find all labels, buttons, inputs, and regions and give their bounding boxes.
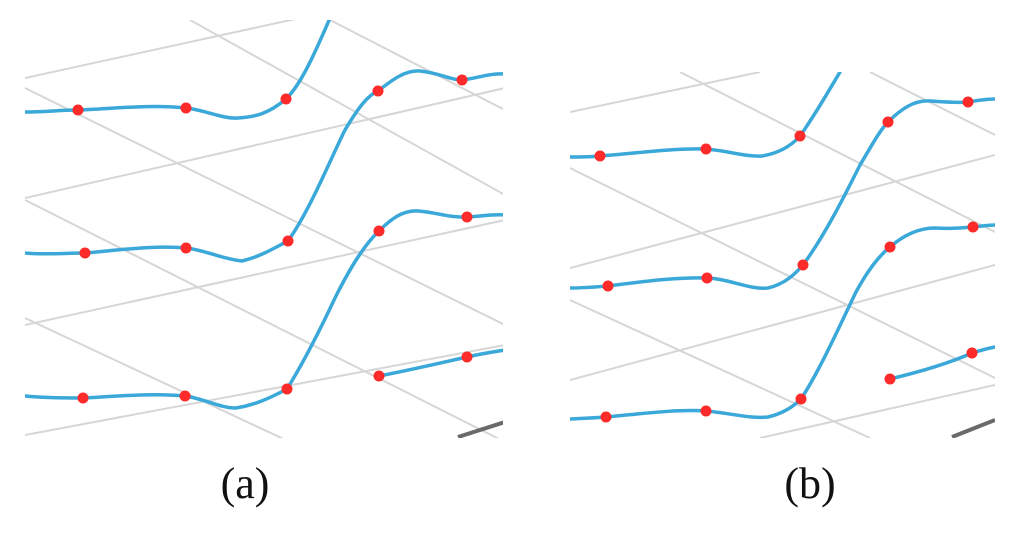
keypoint-marker: [77, 392, 89, 404]
grid-line: [329, 20, 503, 111]
caption-b: (b): [784, 459, 836, 508]
grid-line: [869, 72, 995, 136]
keypoint-marker: [967, 221, 979, 233]
grid-line: [25, 199, 500, 438]
grid-line: [25, 87, 503, 199]
keypoint-marker: [884, 241, 896, 253]
keypoint-marker: [594, 150, 606, 162]
keypoint-marker: [79, 247, 91, 259]
keypoint-marker: [700, 405, 712, 417]
grid-line: [570, 299, 871, 438]
keypoint-marker: [282, 235, 294, 247]
keypoint-marker: [797, 259, 809, 271]
grid-line: [25, 317, 284, 438]
keypoint-marker: [962, 96, 974, 108]
grid-line: [189, 20, 503, 196]
keypoint-marker: [280, 93, 292, 105]
grid-line: [25, 219, 503, 326]
keypoint-marker: [701, 272, 713, 284]
keypoint-marker: [461, 211, 473, 223]
caption-a: (a): [220, 459, 270, 508]
keypoint-marker: [600, 411, 612, 423]
panel-a-figure: [25, 20, 503, 438]
keypoint-marker: [602, 280, 614, 292]
keypoint-marker: [373, 370, 385, 382]
curve-2: [570, 97, 995, 290]
curve-4: [377, 348, 503, 378]
rail-line: [951, 418, 995, 438]
grid-line: [679, 72, 995, 233]
keypoint-marker: [372, 85, 384, 97]
keypoint-marker: [180, 102, 192, 114]
keypoint-marker: [794, 130, 806, 142]
keypoint-marker: [373, 225, 385, 237]
curve-3: [25, 209, 503, 410]
grid-line: [759, 384, 995, 438]
grid-line: [570, 72, 761, 113]
grid-line: [25, 87, 503, 326]
keypoint-marker: [884, 373, 896, 385]
grid-line: [570, 154, 995, 269]
keypoint-marker: [461, 351, 473, 363]
grid-line: [25, 344, 503, 436]
panel-b-figure: [570, 72, 995, 438]
keypoint-marker: [281, 383, 293, 395]
curve-2: [25, 69, 503, 263]
keypoint-marker: [72, 104, 84, 116]
keypoint-marker: [180, 242, 192, 254]
grid-line: [570, 264, 995, 381]
keypoint-marker: [795, 393, 807, 405]
keypoint-marker: [456, 74, 468, 86]
keypoint-marker: [179, 390, 191, 402]
keypoint-marker: [966, 347, 978, 359]
curve-3: [570, 223, 995, 421]
grid-line: [570, 167, 995, 379]
rail-line: [457, 420, 503, 438]
grid-line: [25, 20, 296, 79]
panel-b: (b): [545, 0, 1025, 506]
keypoint-marker: [700, 143, 712, 155]
panel-a: (a): [0, 0, 515, 506]
keypoint-marker: [882, 116, 894, 128]
